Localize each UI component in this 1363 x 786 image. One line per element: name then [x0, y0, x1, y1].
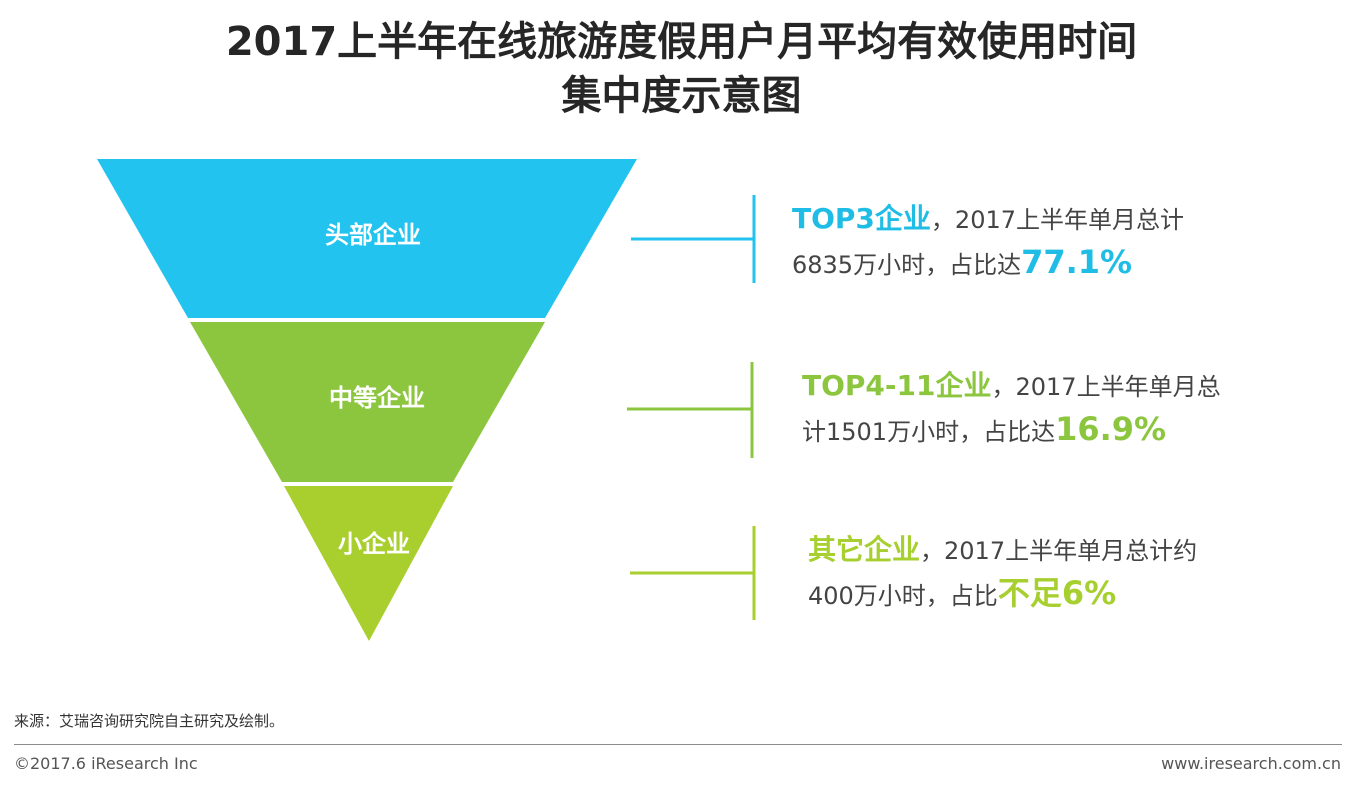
website-link[interactable]: www.iresearch.com.cn — [1161, 754, 1341, 773]
description-bottom: 其它企业，2017上半年单月总计约 400万小时，占比不足6% — [808, 529, 1197, 617]
connector-top — [631, 195, 756, 283]
funnel-segment-middle — [190, 322, 545, 482]
description-text: 计1501万小时，占比达 — [802, 418, 1056, 446]
company-group-name: TOP3企业 — [792, 202, 931, 235]
funnel-segment-top — [97, 159, 637, 318]
description-middle: TOP4-11企业，2017上半年单月总 计1501万小时，占比达16.9% — [802, 365, 1221, 453]
funnel-label-bottom: 小企业 — [338, 530, 410, 558]
description-text: 400万小时，占比 — [808, 582, 998, 610]
copyright: ©2017.6 iResearch Inc — [14, 754, 198, 773]
description-text: ，2017上半年单月总计约 — [920, 537, 1198, 565]
share-value: 77.1% — [1021, 243, 1133, 281]
chart-subtitle: 集中度示意图 — [561, 73, 802, 119]
description-text: ，2017上半年单月总 — [991, 373, 1221, 401]
chart-title: 2017上半年在线旅游度假用户月平均有效使用时间 — [225, 19, 1138, 65]
company-group-name: TOP4-11企业 — [802, 369, 992, 402]
share-value: 不足6% — [997, 574, 1117, 612]
share-value: 16.9% — [1055, 410, 1167, 448]
description-text: ，2017上半年单月总计 — [930, 206, 1184, 234]
connector-middle — [627, 362, 754, 458]
funnel-label-middle: 中等企业 — [329, 384, 425, 412]
footer-divider — [14, 744, 1342, 745]
funnel-label-top: 头部企业 — [325, 221, 421, 249]
source-note: 来源：艾瑞咨询研究院自主研究及绘制。 — [14, 712, 285, 730]
description-top: TOP3企业，2017上半年单月总计 6835万小时，占比达77.1% — [792, 198, 1184, 286]
funnel-segment-bottom — [284, 486, 453, 641]
company-group-name: 其它企业 — [808, 533, 921, 566]
connector-bottom — [630, 526, 756, 620]
description-text: 6835万小时，占比达 — [792, 251, 1022, 279]
